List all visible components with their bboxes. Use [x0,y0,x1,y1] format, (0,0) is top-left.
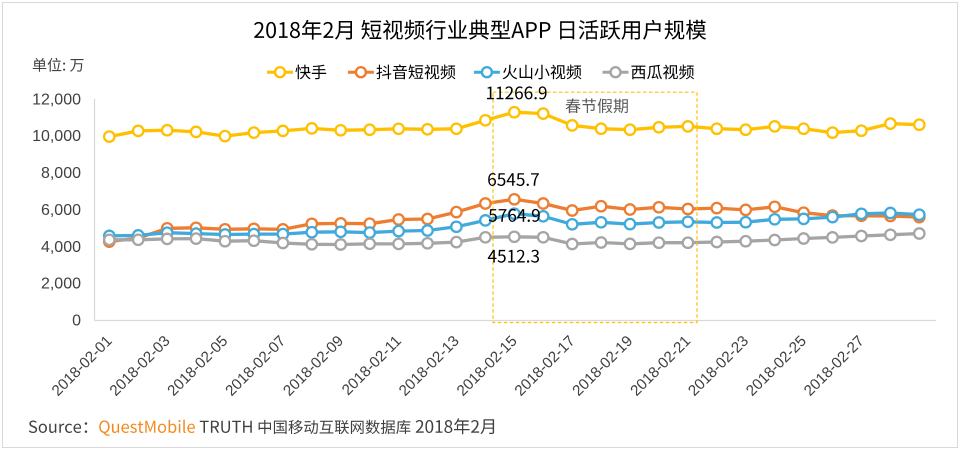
svg-text:0: 0 [72,313,81,330]
svg-text:10,000: 10,000 [32,128,81,145]
svg-text:2018-02-11: 2018-02-11 [339,333,405,399]
svg-text:2018-02-15: 2018-02-15 [454,333,521,400]
svg-text:2018-02-01: 2018-02-01 [49,333,116,400]
svg-text:2018-02-07: 2018-02-07 [222,333,289,400]
svg-text:2018-02-23: 2018-02-23 [685,333,752,400]
svg-text:6,000: 6,000 [41,202,81,219]
svg-text:2018-02-03: 2018-02-03 [107,333,174,400]
svg-text:2018-02-25: 2018-02-25 [743,333,810,400]
svg-text:2018-02-05: 2018-02-05 [164,333,231,400]
svg-text:2018-02-19: 2018-02-19 [569,333,636,400]
svg-text:8,000: 8,000 [41,165,81,182]
svg-text:12,000: 12,000 [32,91,81,108]
svg-text:2018-02-21: 2018-02-21 [627,333,694,400]
svg-text:2018-02-17: 2018-02-17 [512,333,579,400]
svg-text:2,000: 2,000 [41,276,81,293]
svg-text:2018-02-09: 2018-02-09 [280,333,347,400]
svg-text:4,000: 4,000 [41,239,81,256]
svg-text:2018-02-13: 2018-02-13 [396,333,463,400]
svg-text:2018-02-27: 2018-02-27 [801,333,868,400]
